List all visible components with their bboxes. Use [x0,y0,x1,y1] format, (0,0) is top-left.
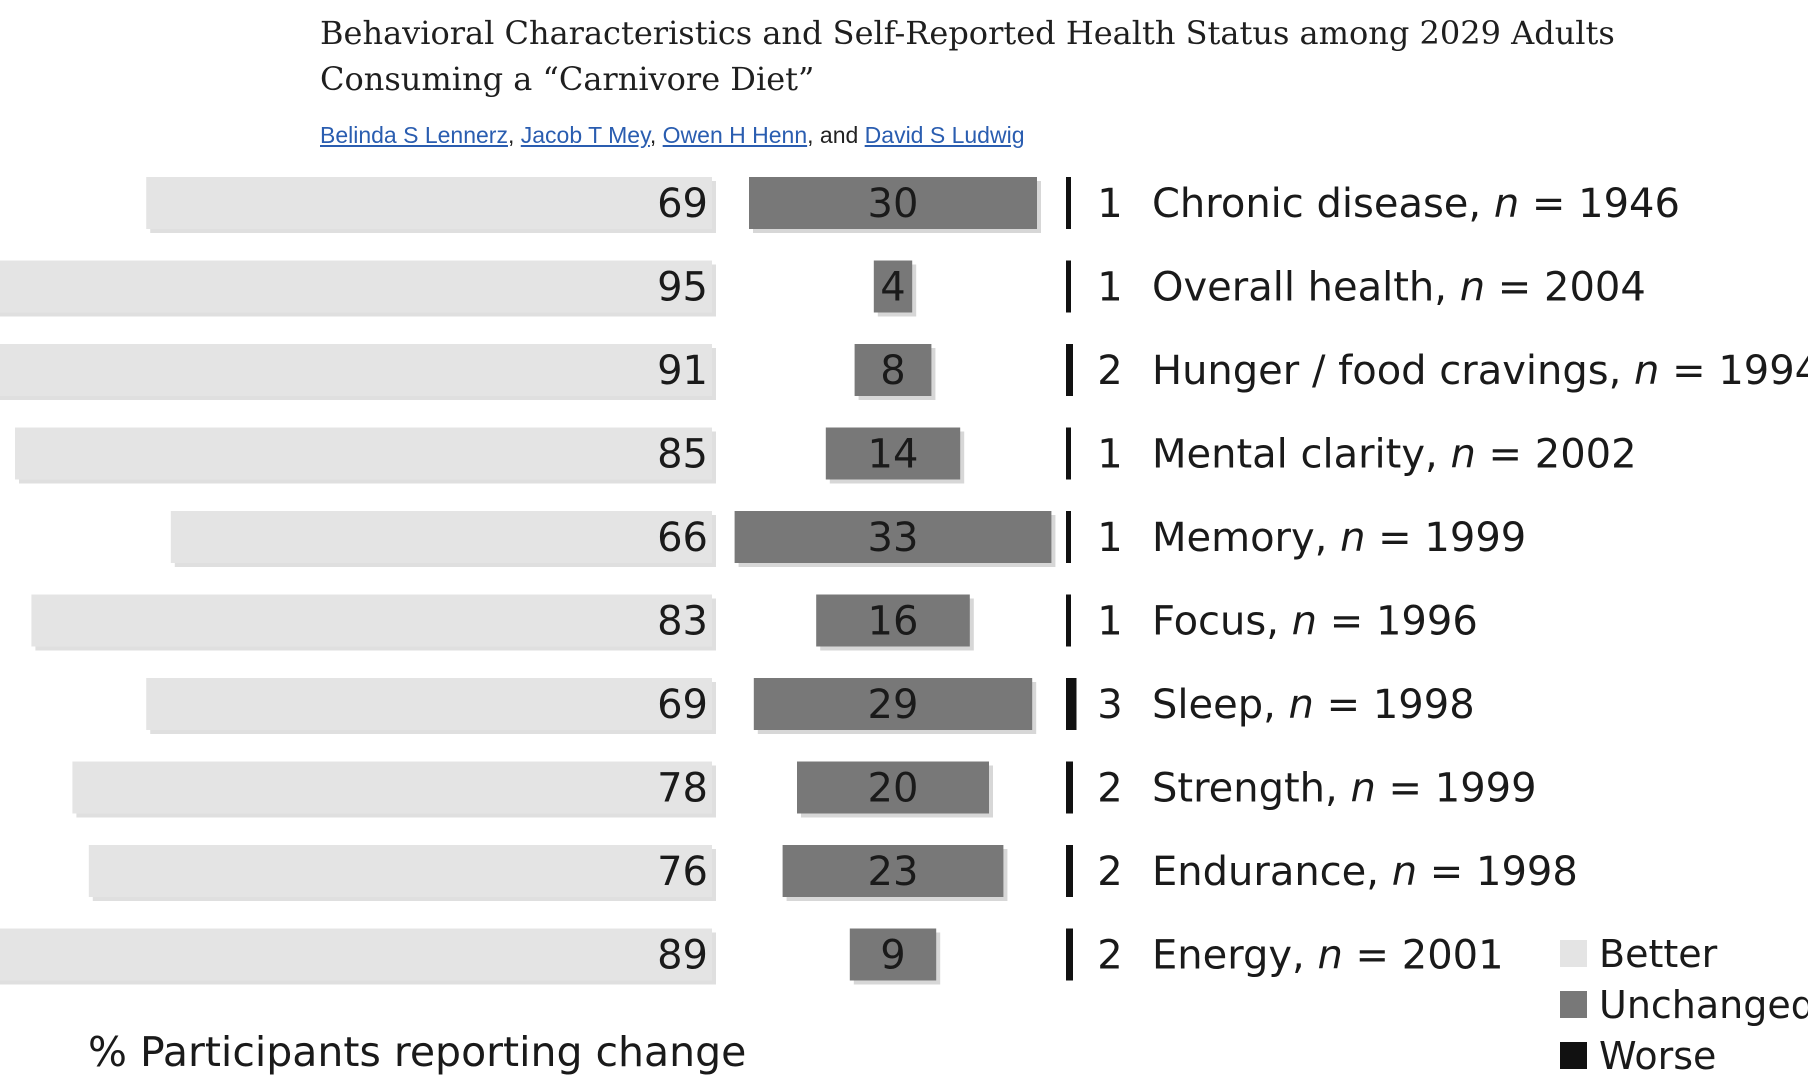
unchanged-bar [734,511,1052,563]
better-bar [0,260,712,313]
better-bar [146,177,712,229]
article-title: Behavioral Characteristics and Self-Repo… [320,14,1615,98]
better-bar [72,761,712,814]
unchanged-bar [753,678,1033,730]
category-label: Energy, n = 2001 [1152,933,1504,979]
worse-bar [1066,845,1073,897]
author-link[interactable]: Jacob T Mey [520,122,650,148]
legend-item-unchanged: Unchanged [1560,979,1808,1030]
worse-bar [1066,511,1071,563]
worse-value-label: 2 [1097,849,1122,895]
category-label: Mental clarity, n = 2002 [1152,432,1637,478]
category-label: Chronic disease, n = 1946 [1152,181,1680,227]
unchanged-value-label: 33 [868,515,919,561]
x-axis-label: % Participants reporting change [88,1028,747,1076]
legend-label-worse: Worse [1599,1033,1717,1078]
better-value-label: 91 [657,348,708,394]
author-list: Belinda S Lennerz, Jacob T Mey, Owen H H… [320,122,1024,149]
unchanged-value-label: 20 [868,766,919,812]
better-bar [0,928,712,981]
author-and: and [819,122,859,148]
better-value-label: 78 [657,766,708,812]
author-separator: , [807,122,814,148]
worse-bar [1066,594,1071,647]
author-link[interactable]: Owen H Henn [662,122,808,148]
legend-item-better: Better [1560,928,1808,979]
legend-swatch-better [1560,940,1587,967]
legend-label-unchanged: Unchanged [1599,982,1808,1027]
unchanged-value-label: 30 [868,181,919,227]
unchanged-bar [854,344,932,396]
worse-value-label: 1 [1097,599,1122,645]
worse-bar [1066,678,1077,730]
better-value-label: 66 [657,515,708,561]
author-separator: , [507,122,515,148]
unchanged-bar [782,845,1004,897]
health-change-chart: 69 30 1 Chronic disease, n = 1946 95 4 1 Overal… [0,177,1808,985]
better-value-label: 76 [657,849,708,895]
worse-value-label: 2 [1097,933,1122,979]
worse-bar [1066,761,1073,814]
unchanged-value-label: 23 [868,849,919,895]
legend-label-better: Better [1599,931,1718,976]
category-label: Strength, n = 1999 [1152,766,1537,812]
worse-value-label: 3 [1097,682,1122,728]
unchanged-value-label: 29 [868,682,919,728]
unchanged-bar [797,761,989,814]
better-value-label: 69 [657,181,708,227]
legend-item-worse: Worse [1560,1030,1808,1081]
worse-value-label: 1 [1097,181,1122,227]
category-label: Sleep, n = 1998 [1152,682,1475,728]
chart-legend: Better Unchanged Worse [1560,928,1808,1081]
better-value-label: 83 [657,599,708,645]
category-label: Memory, n = 1999 [1152,515,1526,561]
unchanged-value-label: 8 [880,348,905,394]
author-link[interactable]: Belinda S Lennerz [320,122,508,148]
category-label: Overall health, n = 2004 [1152,265,1646,311]
worse-bar [1066,177,1071,229]
unchanged-bar [825,427,961,480]
unchanged-value-label: 9 [880,933,905,979]
unchanged-bar [849,928,937,981]
worse-value-label: 1 [1097,432,1122,478]
worse-value-label: 2 [1097,766,1122,812]
legend-swatch-unchanged [1560,991,1587,1018]
unchanged-value-label: 14 [868,432,919,478]
category-label: Hunger / food cravings, n = 1994 [1152,348,1808,394]
unchanged-value-label: 16 [868,599,919,645]
worse-value-label: 1 [1097,515,1122,561]
author-link[interactable]: David S Ludwig [864,122,1025,148]
better-bar [15,427,712,480]
worse-bar [1066,344,1073,396]
better-bar [146,678,712,730]
worse-value-label: 2 [1097,348,1122,394]
better-bar [31,594,712,647]
worse-bar [1066,427,1071,480]
worse-bar [1066,928,1073,981]
better-bar [88,845,713,897]
better-bar [170,511,713,563]
unchanged-bar [816,594,970,647]
better-value-label: 85 [657,432,708,478]
unchanged-bar [873,260,913,313]
worse-bar [1066,260,1071,313]
unchanged-value-label: 4 [880,265,905,311]
unchanged-bar [749,177,1037,229]
worse-value-label: 1 [1097,265,1122,311]
category-label: Focus, n = 1996 [1152,599,1478,645]
author-separator: , [649,122,657,148]
category-label: Endurance, n = 1998 [1152,849,1578,895]
legend-swatch-worse [1560,1042,1587,1069]
better-value-label: 69 [657,682,708,728]
better-value-label: 95 [657,265,708,311]
better-value-label: 89 [657,933,708,979]
better-bar [0,344,713,396]
